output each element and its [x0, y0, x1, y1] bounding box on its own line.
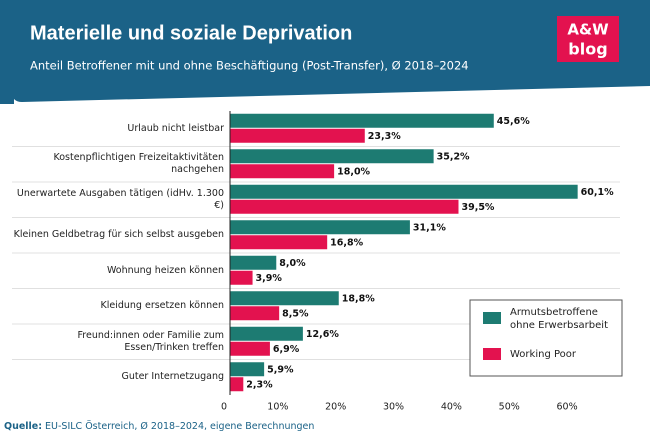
source-text: EU-SILC Österreich, Ø 2018–2024, eigene …	[45, 421, 314, 432]
category-label-box: Wohnung heizen können	[106, 264, 224, 276]
bar	[230, 199, 459, 214]
value-label: 23,3%	[368, 131, 401, 142]
x-tick-label: 50%	[499, 402, 520, 413]
legend-label: Working Poor	[510, 349, 577, 360]
bar	[230, 235, 328, 250]
category-label-box: Guter Internetzugang	[121, 371, 224, 383]
logo-top: A&W	[567, 21, 609, 39]
bar	[230, 306, 280, 321]
header-banner-edge	[0, 0, 14, 104]
legend-label: Armutsbetroffene ohne Erwerbsarbeit	[510, 307, 608, 331]
value-label: 39,5%	[461, 202, 494, 213]
bar	[230, 149, 434, 164]
category-label-box: Urlaub nicht leistbar	[127, 122, 224, 134]
x-tick-label: 20%	[325, 402, 346, 413]
bar	[230, 270, 253, 285]
category-label: Guter Internetzugang	[121, 371, 224, 383]
x-tick-label: 40%	[441, 402, 462, 413]
value-label: 60,1%	[581, 187, 614, 198]
header-banner	[0, 0, 650, 104]
legend-item: Working Poor	[483, 348, 577, 360]
category-label-box: Kostenpflichtigen Freizeitaktivitäten na…	[53, 152, 224, 176]
bar	[230, 113, 494, 128]
legend-swatch	[483, 348, 501, 360]
x-tick-label: 0	[221, 402, 227, 413]
category-label: Kostenpflichtigen Freizeitaktivitäten na…	[53, 152, 224, 176]
bar	[230, 362, 265, 377]
category-label-box: Kleidung ersetzen können	[100, 300, 225, 312]
value-label: 35,2%	[437, 151, 470, 162]
source-label: Quelle:	[4, 421, 42, 432]
value-label: 45,6%	[497, 116, 530, 127]
chart-subtitle: Anteil Betroffener mit und ohne Beschäft…	[30, 59, 469, 73]
value-label: 12,6%	[306, 329, 339, 340]
logo-bottom: blog	[568, 40, 607, 59]
bar	[230, 326, 303, 341]
value-label: 18,8%	[342, 293, 375, 304]
category-label: Kleinen Geldbetrag für sich selbst ausge…	[13, 229, 224, 241]
bar	[230, 220, 410, 235]
category-label: Urlaub nicht leistbar	[127, 122, 224, 134]
bar	[230, 184, 578, 199]
value-label: 3,9%	[256, 273, 283, 284]
legend-item: Armutsbetroffene ohne Erwerbsarbeit	[483, 307, 608, 331]
bar	[230, 291, 339, 306]
category-label-box: Freund:innen oder Familie zum Essen/Trin…	[77, 329, 224, 353]
x-tick-label: 60%	[557, 402, 578, 413]
x-tick-label: 10%	[267, 402, 288, 413]
category-label: Unerwartete Ausgaben tätigen (idHv. 1.30…	[16, 187, 224, 211]
category-label: Kleidung ersetzen können	[100, 300, 225, 312]
value-label: 8,0%	[279, 258, 306, 269]
category-label: Wohnung heizen können	[106, 264, 224, 276]
source: Quelle: EU-SILC Österreich, Ø 2018–2024, …	[4, 421, 314, 432]
legend-swatch	[483, 312, 501, 324]
value-label: 8,5%	[282, 308, 309, 319]
chart-title: Materielle und soziale Deprivation	[30, 22, 352, 44]
bar	[230, 128, 365, 143]
value-label: 31,1%	[413, 222, 446, 233]
category-label-box: Unerwartete Ausgaben tätigen (idHv. 1.30…	[16, 187, 224, 211]
bar	[230, 377, 244, 392]
value-label: 2,3%	[246, 379, 273, 390]
value-label: 6,9%	[273, 344, 300, 355]
bar	[230, 255, 277, 270]
category-label: Freund:innen oder Familie zum Essen/Trin…	[77, 329, 224, 353]
category-label-box: Kleinen Geldbetrag für sich selbst ausge…	[13, 229, 224, 241]
logo	[557, 16, 619, 62]
x-tick-label: 30%	[383, 402, 404, 413]
value-label: 16,8%	[330, 237, 363, 248]
bar	[230, 341, 270, 356]
bar	[230, 164, 335, 179]
value-label: 18,0%	[337, 166, 370, 177]
value-label: 5,9%	[267, 364, 294, 375]
